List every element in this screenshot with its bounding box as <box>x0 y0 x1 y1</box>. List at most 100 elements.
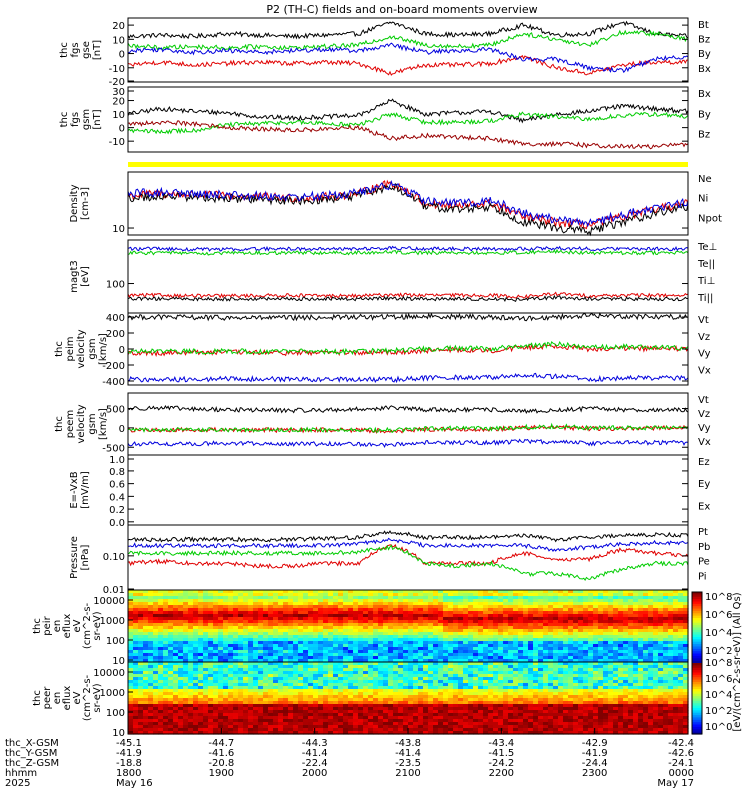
y-axis-label-4-3: gsm <box>87 338 98 359</box>
y-axis-label-0-2: gse <box>81 41 92 59</box>
spec-y-label-0-6: sr-eV) <box>92 611 103 640</box>
legend-4-2: Vy <box>698 349 711 360</box>
panel-frame-6 <box>128 455 688 525</box>
y-axis-label-5-1: peem <box>65 410 76 438</box>
legend-6-0: Ez <box>698 457 710 468</box>
y-tick-label-7-1: 0.10 <box>103 552 125 563</box>
legend-0-0: Bt <box>698 20 709 31</box>
y-tick-label-7-0: 0.01 <box>103 585 125 596</box>
spec-y-tick-0-2: 100 <box>106 636 125 647</box>
y-tick-label-4-0: -400 <box>102 377 125 388</box>
series-line-0-2 <box>128 31 688 50</box>
y-tick-label-0-3: 10 <box>112 35 125 46</box>
legend-1-0: Bx <box>698 89 711 100</box>
spec-y-tick-0-3: 10 <box>112 656 125 667</box>
y-tick-label-4-4: 400 <box>106 313 125 324</box>
legend-2-0: Ne <box>698 174 712 185</box>
y-axis-label-5-4: [km/s] <box>98 408 109 440</box>
series-line-1-1 <box>128 112 688 133</box>
y-axis-label-1-0: thc <box>59 112 70 128</box>
legend-7-1: Pb <box>698 542 710 553</box>
y-axis-label-7-1: [nPa] <box>80 544 91 570</box>
y-tick-label-0-1: -10 <box>109 64 125 75</box>
y-tick-label-6-1: 0.2 <box>109 505 125 516</box>
y-axis-label-2-0: Density <box>69 184 80 222</box>
legend-6-1: Ey <box>698 479 710 490</box>
y-tick-label-6-2: 0.4 <box>109 492 125 503</box>
y-axis-label-4-0: thc <box>54 341 65 357</box>
series-line-4-0 <box>128 313 688 321</box>
y-axis-label-4-4: [km/s] <box>98 333 109 365</box>
y-tick-label-1-3: 20 <box>112 97 125 108</box>
legend-3-2: Ti⊥ <box>697 276 715 287</box>
series-line-3-2 <box>128 246 688 251</box>
legend-5-2: Vy <box>698 423 711 434</box>
y-axis-label-3-0: magt3 <box>69 260 80 293</box>
series-line-7-3 <box>128 538 688 551</box>
y-tick-label-5-0: -500 <box>102 443 125 454</box>
spec-y-tick-0-0: 10000 <box>93 596 125 607</box>
legend-0-3: Bx <box>698 64 711 75</box>
y-axis-label-6-1: [mV/m] <box>80 471 91 509</box>
legend-3-1: Te|| <box>697 259 715 270</box>
y-tick-label-6-3: 0.6 <box>109 480 125 491</box>
y-tick-label-1-2: 10 <box>112 110 125 121</box>
y-axis-label-3-1: [eV] <box>80 266 91 287</box>
spectrogram-0 <box>128 590 689 663</box>
legend-4-0: Vt <box>698 315 709 326</box>
legend-2-1: Ni <box>698 194 708 205</box>
legend-2-2: Npot <box>698 213 722 224</box>
legend-7-0: Pt <box>698 527 708 538</box>
y-axis-label-1-1: fgs <box>70 112 81 127</box>
yellow-quality-bar <box>128 162 688 167</box>
legend-0-1: Bz <box>698 35 710 46</box>
series-line-4-3 <box>128 373 688 382</box>
y-tick-label-1-1: 0 <box>119 124 125 135</box>
y-axis-label-0-1: fgs <box>70 42 81 57</box>
y-axis-label-7-0: Pressure <box>69 536 80 579</box>
legend-4-3: Vx <box>698 365 711 376</box>
y-tick-label-5-1: 0 <box>119 424 125 435</box>
y-tick-label-6-4: 0.8 <box>109 467 125 478</box>
legend-0-2: By <box>698 49 711 60</box>
y-axis-label-5-2: velocity <box>76 404 87 443</box>
legend-4-1: Vz <box>698 332 710 343</box>
legend-1-1: By <box>698 109 711 120</box>
series-line-1-2 <box>128 121 688 149</box>
y-axis-label-4-2: velocity <box>76 329 87 368</box>
y-axis-label-5-3: gsm <box>87 413 98 434</box>
series-line-7-0 <box>128 531 688 542</box>
y-tick-label-2-0: 10 <box>112 224 125 235</box>
legend-7-2: Pe <box>698 557 710 568</box>
legend-3-3: Ti|| <box>697 293 713 304</box>
panel-frame-5 <box>128 393 688 455</box>
panel-frame-2 <box>128 172 688 235</box>
series-line-3-3 <box>128 250 688 255</box>
y-tick-label-6-0: 0.0 <box>109 518 125 529</box>
panel-frame-3 <box>128 240 688 313</box>
spectrogram-1 <box>128 662 689 735</box>
series-line-0-0 <box>128 22 688 38</box>
legend-7-3: Pi <box>698 572 707 583</box>
y-axis-label-4-1: peim <box>65 336 76 361</box>
series-line-2-2 <box>128 182 688 226</box>
y-tick-label-0-2: 0 <box>119 50 125 61</box>
y-tick-label-4-2: 0 <box>119 345 125 356</box>
y-tick-label-1-4: 30 <box>112 87 125 98</box>
y-axis-label-1-3: [nT] <box>92 109 103 129</box>
legend-5-0: Vt <box>698 395 709 406</box>
y-axis-label-1-2: gsm <box>81 109 92 130</box>
y-axis-label-0-0: thc <box>59 42 70 58</box>
series-line-5-3 <box>128 440 688 447</box>
plot-title: P2 (TH-C) fields and on-board moments ov… <box>266 3 537 16</box>
series-line-7-1 <box>128 545 688 568</box>
y-axis-label-0-3: [nT] <box>92 40 103 60</box>
spec-y-tick-0-1: 1000 <box>100 616 125 627</box>
y-tick-label-6-5: 1.0 <box>109 455 125 466</box>
legend-5-1: Vz <box>698 409 710 420</box>
y-axis-label-5-0: thc <box>54 416 65 432</box>
y-tick-label-0-4: 20 <box>112 21 125 32</box>
legend-1-2: Bz <box>698 130 710 141</box>
